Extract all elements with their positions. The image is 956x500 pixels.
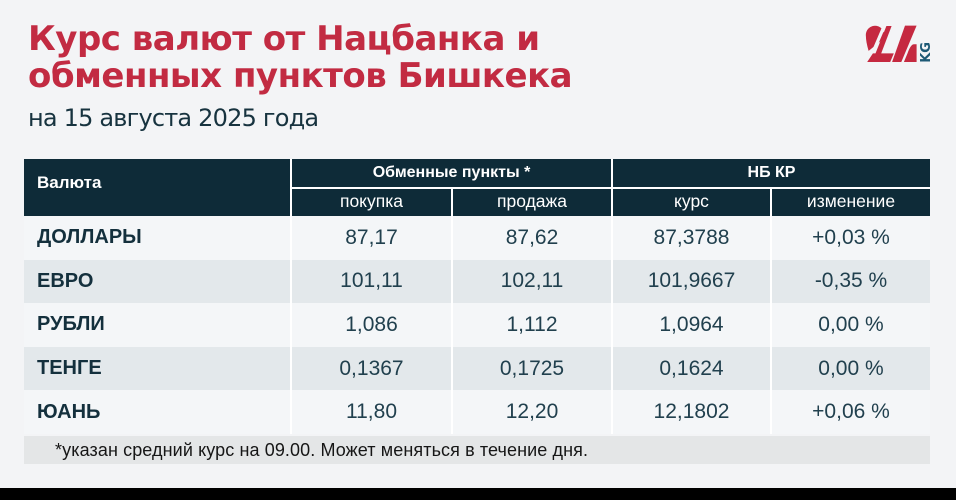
column-header-rate: курс [613, 187, 770, 216]
sell-value: 12,20 [453, 390, 611, 434]
rate-value: 1,0964 [613, 303, 770, 347]
bottom-bar [0, 488, 956, 500]
sell-value: 87,62 [453, 216, 611, 260]
rate-value: 12,1802 [613, 390, 770, 434]
currency-name: ЮАНЬ [24, 390, 290, 434]
column-group-national-bank: НБ КР [613, 159, 930, 187]
rate-value: 101,9667 [613, 259, 770, 304]
buy-value: 1,086 [292, 303, 451, 347]
currency-name: ТЕНГЕ [24, 346, 290, 391]
column-header-sell: продажа [453, 187, 611, 216]
page-title-line2: обменных пунктов Бишкека [28, 56, 573, 96]
buy-value: 101,11 [292, 259, 451, 304]
column-header-change: изменение [772, 187, 930, 216]
column-header-currency: Валюта [24, 159, 290, 216]
rate-value: 87,3788 [613, 216, 770, 260]
change-value: +0,03 % [772, 216, 930, 260]
page-title: Курс валют от Нацбанка и обменных пункто… [28, 19, 573, 96]
sell-value: 1,112 [453, 303, 611, 347]
currency-name: РУБЛИ [24, 303, 290, 347]
buy-value: 11,80 [292, 390, 451, 434]
exchange-rates-table: Валюта Обменные пункты * НБ КР покупка п… [24, 159, 930, 434]
currency-name: ЕВРО [24, 259, 290, 304]
logo-24kg: KG [865, 25, 930, 63]
currency-name: ДОЛЛАРЫ [24, 216, 290, 260]
buy-value: 0,1367 [292, 346, 451, 391]
change-value: 0,00 % [772, 303, 930, 347]
page-date: на 15 августа 2025 года [28, 104, 319, 132]
sell-value: 102,11 [453, 259, 611, 304]
change-value: 0,00 % [772, 346, 930, 391]
change-value: +0,06 % [772, 390, 930, 434]
logo-kg-text: KG [919, 42, 930, 63]
footnote: *указан средний курс на 09.00. Может мен… [24, 436, 930, 464]
column-header-buy: покупка [292, 187, 451, 216]
rate-value: 0,1624 [613, 346, 770, 391]
buy-value: 87,17 [292, 216, 451, 260]
sell-value: 0,1725 [453, 346, 611, 391]
page-title-line1: Курс валют от Нацбанка и [28, 19, 540, 59]
change-value: -0,35 % [772, 259, 930, 304]
column-group-exchange-offices: Обменные пункты * [292, 159, 611, 187]
